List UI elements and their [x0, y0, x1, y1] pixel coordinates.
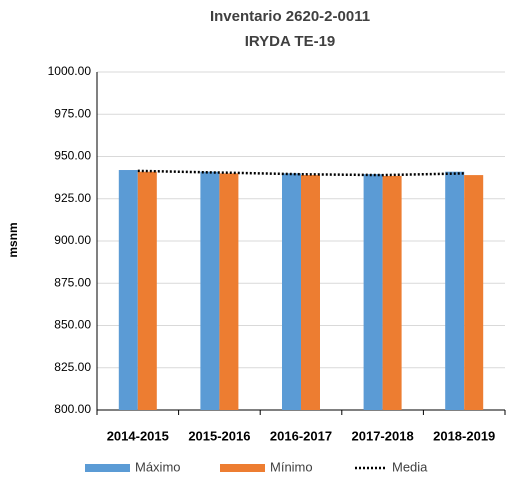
bar	[464, 175, 484, 410]
x-tick-label: 2014-2015	[107, 428, 169, 443]
y-tick-label: 950.00	[54, 149, 91, 163]
y-tick-label: 800.00	[54, 402, 91, 416]
x-tick-label: 2017-2018	[352, 428, 414, 443]
line-series	[137, 169, 465, 177]
y-tick-label: 850.00	[54, 318, 91, 332]
bar	[301, 175, 320, 410]
bar	[118, 170, 138, 410]
legend-label: Máximo	[135, 459, 181, 474]
chart-title: Inventario 2620-2-0011	[210, 8, 370, 25]
x-tick-label: 2015-2016	[188, 428, 250, 443]
y-tick-label: 975.00	[54, 106, 91, 120]
legend-swatch	[85, 464, 130, 472]
bar	[137, 171, 157, 410]
legend-label: Media	[392, 459, 428, 474]
y-tick-label: 925.00	[54, 191, 91, 205]
bar	[363, 174, 383, 410]
chart-subtitle: IRYDA TE-19	[245, 33, 336, 50]
y-tick-label: 900.00	[54, 233, 91, 247]
bar	[445, 171, 465, 410]
legend-label: Mínimo	[270, 459, 313, 474]
legend-swatch	[220, 464, 265, 472]
bar	[282, 173, 301, 410]
bar	[219, 173, 239, 410]
y-axis-label: msnm	[6, 222, 20, 257]
x-tick-label: 2018-2019	[433, 428, 495, 443]
y-tick-label: 1000.00	[48, 64, 92, 78]
y-tick-label: 875.00	[54, 275, 91, 289]
y-tick-label: 825.00	[54, 360, 91, 374]
bar	[382, 175, 402, 410]
bar	[200, 171, 220, 410]
x-tick-label: 2016-2017	[270, 428, 332, 443]
